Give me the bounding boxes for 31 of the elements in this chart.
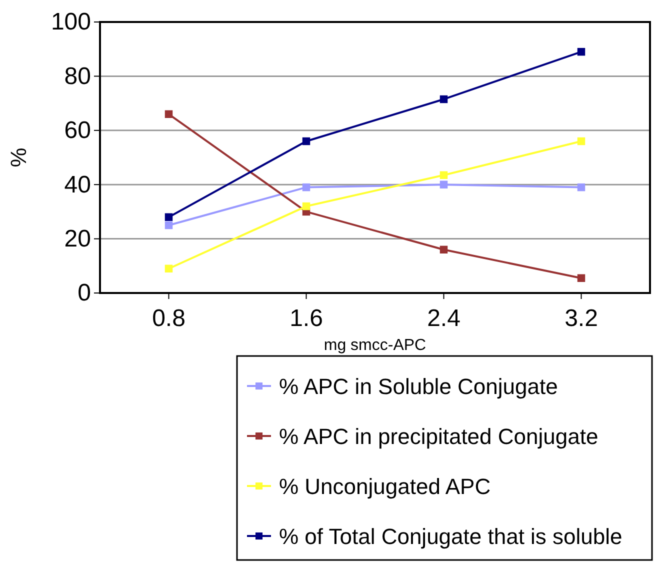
legend-label: % APC in Soluble Conjugate xyxy=(279,374,558,399)
x-tick-label: 2.4 xyxy=(427,305,460,332)
point xyxy=(164,110,173,118)
point xyxy=(440,180,448,188)
x-tick-label: 1.6 xyxy=(290,305,323,332)
point xyxy=(164,213,173,221)
legend-label: % Unconjugated APC xyxy=(279,474,491,499)
point xyxy=(302,137,310,146)
point xyxy=(577,137,586,146)
y-axis-title: % xyxy=(6,148,31,168)
point xyxy=(577,274,586,282)
point xyxy=(302,202,310,210)
x-tick-label: 3.2 xyxy=(564,305,598,332)
y-tick-label: 100 xyxy=(50,8,91,36)
point xyxy=(577,48,586,56)
y-tick-label: 20 xyxy=(64,225,91,252)
point xyxy=(164,221,173,230)
point xyxy=(440,95,448,104)
point xyxy=(164,264,173,272)
legend-label: % APC in precipitated Conjugate xyxy=(279,424,598,449)
x-tick-label: 0.8 xyxy=(152,305,186,332)
legend-label: % of Total Conjugate that is soluble xyxy=(279,524,622,549)
point xyxy=(302,183,310,192)
point xyxy=(440,246,448,254)
y-tick-label: 40 xyxy=(64,171,91,198)
x-axis-title: mg smcc-APC xyxy=(324,337,426,354)
y-tick-label: 60 xyxy=(64,117,91,144)
y-tick-label: 0 xyxy=(78,280,91,307)
point xyxy=(577,183,586,192)
point xyxy=(440,171,448,179)
y-tick-label: 80 xyxy=(64,62,91,90)
